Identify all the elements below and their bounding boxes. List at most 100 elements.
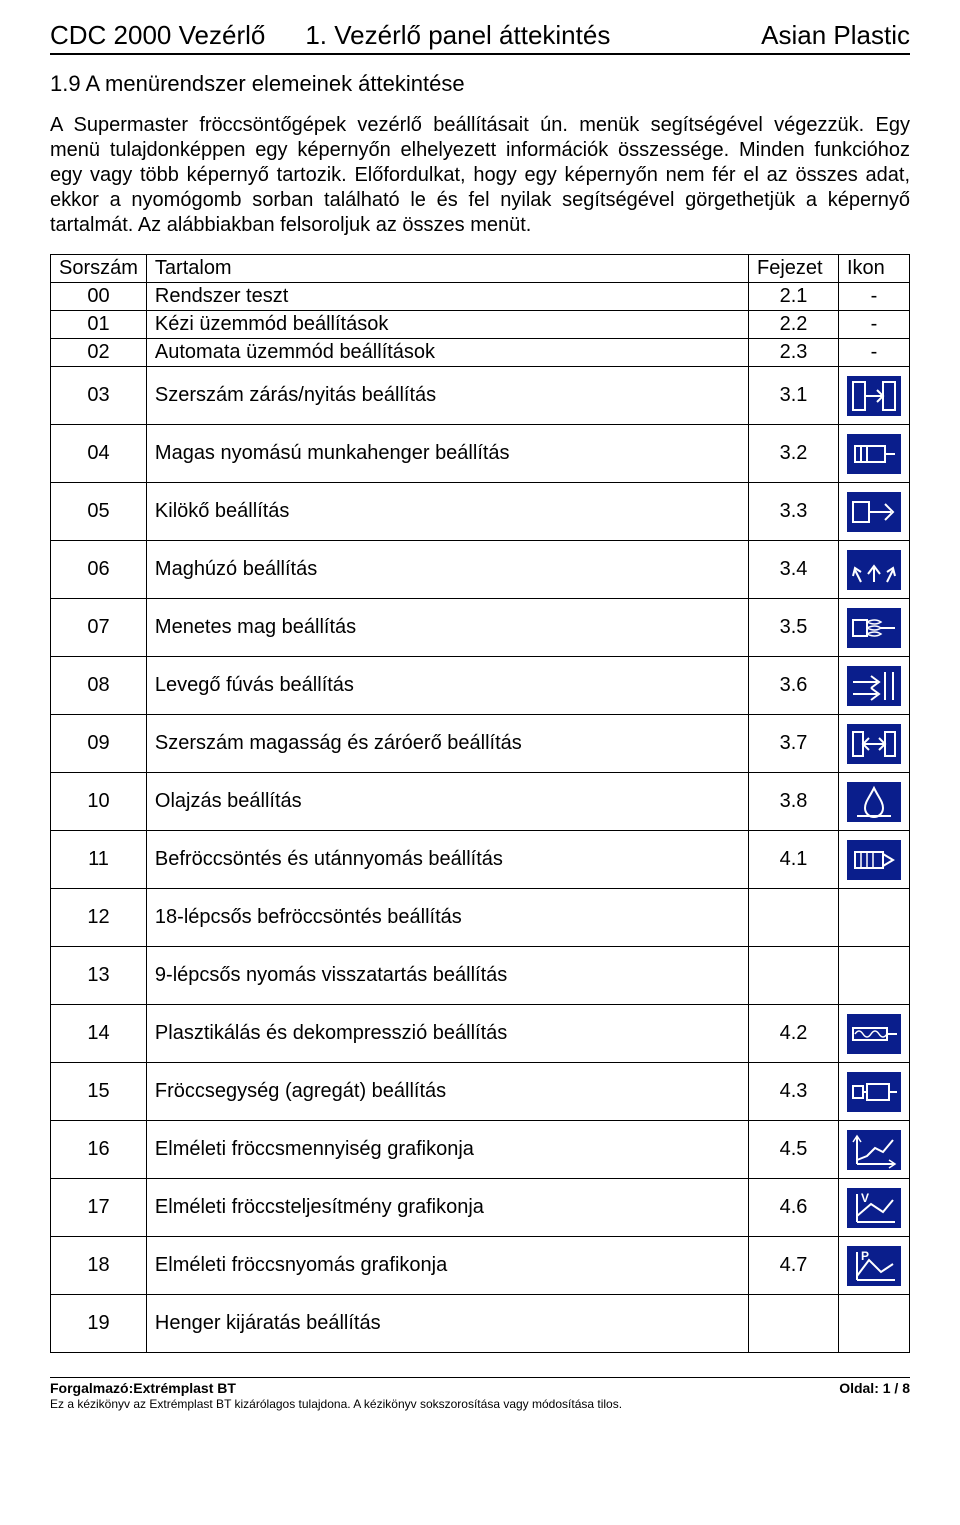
height-icon xyxy=(847,724,901,764)
cell-ikon xyxy=(839,483,910,541)
cell-sorszam: 11 xyxy=(51,831,147,889)
table-row: 15Fröccsegység (agregát) beállítás4.3 xyxy=(51,1063,910,1121)
core-icon xyxy=(847,550,901,590)
cell-tartalom: Plasztikálás és dekompresszió beállítás xyxy=(146,1005,748,1063)
table-row: 08Levegő fúvás beállítás3.6 xyxy=(51,657,910,715)
cell-tartalom: Elméleti fröccsnyomás grafikonja xyxy=(146,1237,748,1295)
cell-fejezet: 3.2 xyxy=(749,425,839,483)
plast-icon xyxy=(847,1014,901,1054)
col-header-tartalom: Tartalom xyxy=(146,255,748,283)
cell-fejezet: 3.4 xyxy=(749,541,839,599)
cell-tartalom: Kilökő beállítás xyxy=(146,483,748,541)
section-title: 1.9 A menürendszer elemeinek áttekintése xyxy=(50,71,910,97)
table-row: 04Magas nyomású munkahenger beállítás3.2 xyxy=(51,425,910,483)
cell-tartalom: Maghúzó beállítás xyxy=(146,541,748,599)
cell-tartalom: Olajzás beállítás xyxy=(146,773,748,831)
cell-ikon: - xyxy=(839,311,910,339)
inject-icon xyxy=(847,840,901,880)
cell-fejezet: 4.5 xyxy=(749,1121,839,1179)
table-row: 19Henger kijáratás beállítás xyxy=(51,1295,910,1353)
cell-sorszam: 16 xyxy=(51,1121,147,1179)
menu-table: Sorszám Tartalom Fejezet Ikon 00Rendszer… xyxy=(50,254,910,1353)
cell-ikon xyxy=(839,1063,910,1121)
cell-ikon xyxy=(839,1121,910,1179)
cell-sorszam: 03 xyxy=(51,367,147,425)
cell-tartalom: Elméleti fröccsteljesítmény grafikonja xyxy=(146,1179,748,1237)
cell-sorszam: 07 xyxy=(51,599,147,657)
cell-sorszam: 04 xyxy=(51,425,147,483)
col-header-ikon: Ikon xyxy=(839,255,910,283)
table-header-row: Sorszám Tartalom Fejezet Ikon xyxy=(51,255,910,283)
cell-sorszam: 01 xyxy=(51,311,147,339)
cell-ikon xyxy=(839,773,910,831)
cell-fejezet: 3.8 xyxy=(749,773,839,831)
cell-fejezet: 2.1 xyxy=(749,283,839,311)
table-row: 139-lépcsős nyomás visszatartás beállítá… xyxy=(51,947,910,1005)
airblow-icon xyxy=(847,666,901,706)
cell-ikon xyxy=(839,425,910,483)
cell-fejezet: 3.3 xyxy=(749,483,839,541)
footer-page: Oldal: 1 / 8 xyxy=(839,1380,910,1396)
cell-sorszam: 06 xyxy=(51,541,147,599)
page-footer: Forgalmazó:Extrémplast BT Oldal: 1 / 8 E… xyxy=(50,1377,910,1411)
cell-tartalom: 18-lépcsős befröccsöntés beállítás xyxy=(146,889,748,947)
page-header: CDC 2000 Vezérlő 1. Vezérlő panel átteki… xyxy=(50,20,910,55)
cell-ikon xyxy=(839,831,910,889)
cell-tartalom: Szerszám magasság és záróerő beállítás xyxy=(146,715,748,773)
cell-sorszam: 19 xyxy=(51,1295,147,1353)
table-row: 16Elméleti fröccsmennyiség grafikonja4.5 xyxy=(51,1121,910,1179)
cell-ikon xyxy=(839,367,910,425)
table-row: 09Szerszám magasság és záróerő beállítás… xyxy=(51,715,910,773)
col-header-fejezet: Fejezet xyxy=(749,255,839,283)
table-row: 10Olajzás beállítás3.8 xyxy=(51,773,910,831)
graph-q-icon xyxy=(847,1130,901,1170)
cell-sorszam: 08 xyxy=(51,657,147,715)
header-center: 1. Vezérlő panel áttekintés xyxy=(305,20,761,51)
cell-tartalom: Levegő fúvás beállítás xyxy=(146,657,748,715)
graph-v-icon: V xyxy=(847,1188,901,1228)
table-row: 05Kilökő beállítás3.3 xyxy=(51,483,910,541)
cell-tartalom: Rendszer teszt xyxy=(146,283,748,311)
table-row: 17Elméleti fröccsteljesítmény grafikonja… xyxy=(51,1179,910,1237)
cell-fejezet: 4.1 xyxy=(749,831,839,889)
cell-sorszam: 17 xyxy=(51,1179,147,1237)
cell-tartalom: Henger kijáratás beállítás xyxy=(146,1295,748,1353)
header-left: CDC 2000 Vezérlő xyxy=(50,20,265,51)
mold-icon xyxy=(847,376,901,416)
cell-sorszam: 02 xyxy=(51,339,147,367)
cell-ikon: - xyxy=(839,283,910,311)
cell-sorszam: 18 xyxy=(51,1237,147,1295)
cell-tartalom: Menetes mag beállítás xyxy=(146,599,748,657)
cell-sorszam: 09 xyxy=(51,715,147,773)
cell-sorszam: 13 xyxy=(51,947,147,1005)
header-right: Asian Plastic xyxy=(761,20,910,51)
thread-icon xyxy=(847,608,901,648)
table-row: 03Szerszám zárás/nyitás beállítás3.1 xyxy=(51,367,910,425)
cell-tartalom: Kézi üzemmód beállítások xyxy=(146,311,748,339)
cell-fejezet: 4.7 xyxy=(749,1237,839,1295)
table-row: 01Kézi üzemmód beállítások2.2- xyxy=(51,311,910,339)
cell-tartalom: Befröccsöntés és utánnyomás beállítás xyxy=(146,831,748,889)
cylinder-icon xyxy=(847,434,901,474)
cell-sorszam: 05 xyxy=(51,483,147,541)
cell-ikon xyxy=(839,715,910,773)
footer-disclaimer: Ez a kézikönyv az Extrémplast BT kizáról… xyxy=(50,1397,910,1411)
cell-tartalom: Szerszám zárás/nyitás beállítás xyxy=(146,367,748,425)
cell-tartalom: 9-lépcsős nyomás visszatartás beállítás xyxy=(146,947,748,1005)
cell-ikon xyxy=(839,1005,910,1063)
cell-ikon xyxy=(839,657,910,715)
table-row: 14Plasztikálás és dekompresszió beállítá… xyxy=(51,1005,910,1063)
cell-ikon xyxy=(839,599,910,657)
eject-icon xyxy=(847,492,901,532)
table-row: 07Menetes mag beállítás3.5 xyxy=(51,599,910,657)
svg-text:V: V xyxy=(861,1191,869,1205)
col-header-sorszam: Sorszám xyxy=(51,255,147,283)
cell-tartalom: Magas nyomású munkahenger beállítás xyxy=(146,425,748,483)
cell-tartalom: Automata üzemmód beállítások xyxy=(146,339,748,367)
cell-ikon xyxy=(839,1295,910,1353)
cell-fejezet: 3.1 xyxy=(749,367,839,425)
table-row: 11Befröccsöntés és utánnyomás beállítás4… xyxy=(51,831,910,889)
cell-sorszam: 15 xyxy=(51,1063,147,1121)
lube-icon xyxy=(847,782,901,822)
table-row: 18Elméleti fröccsnyomás grafikonja4.7P xyxy=(51,1237,910,1295)
